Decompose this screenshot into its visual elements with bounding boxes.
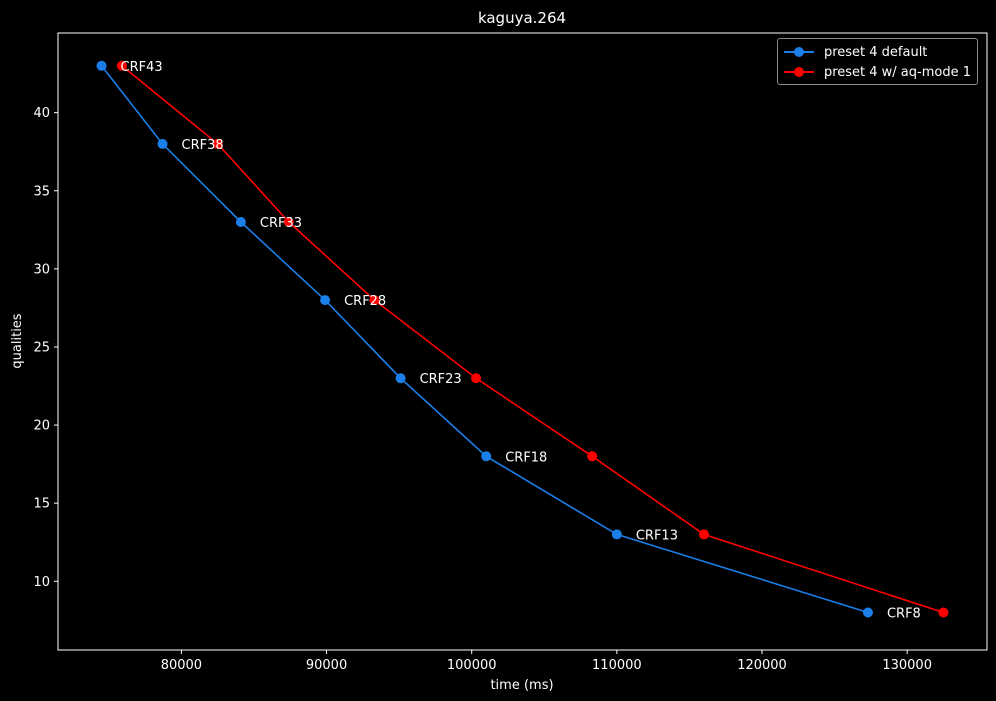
crf-annotation: CRF43 — [121, 60, 163, 75]
crf-annotation: CRF33 — [260, 216, 302, 231]
crf-annotation: CRF8 — [887, 607, 921, 622]
legend-item-default: preset 4 default — [783, 42, 971, 62]
data-point-series-1 — [116, 60, 127, 71]
legend-label-default: preset 4 default — [823, 44, 928, 60]
x-tick-label: 80000 — [161, 658, 202, 673]
data-point-series-1 — [587, 451, 598, 462]
x-tick-label: 120000 — [737, 658, 787, 673]
plot-area: CRF43 CRF38 CRF33 CRF28 CRF23 CRF18 CRF13 CRF8 — [96, 60, 949, 622]
legend-label-aq-mode: preset 4 w/ aq-mode 1 — [823, 64, 971, 80]
axes: 80000 90000 100000 110000 120000 130000 10 15 20… — [33, 106, 932, 673]
plot-frame — [57, 32, 988, 651]
crf-annotation: CRF23 — [420, 372, 462, 387]
y-tick-label: 30 — [33, 262, 50, 277]
data-point-series-0 — [157, 138, 168, 149]
x-tick-label: 90000 — [306, 658, 347, 673]
data-point-series-0 — [320, 295, 331, 306]
crf-annotation: CRF13 — [636, 528, 678, 543]
data-point-series-0 — [235, 217, 246, 228]
data-point-series-1 — [938, 607, 949, 618]
legend-swatch-default — [783, 47, 814, 57]
chart-title: kaguya.264 — [478, 9, 566, 27]
data-point-series-1 — [212, 138, 223, 149]
y-tick-label: 40 — [33, 106, 50, 121]
crf-annotation: CRF38 — [182, 138, 224, 153]
legend-item-aq-mode: preset 4 w/ aq-mode 1 — [783, 62, 971, 82]
y-axis-label: qualities — [10, 313, 25, 368]
x-axis-label: time (ms) — [490, 678, 553, 693]
data-point-series-1 — [369, 295, 380, 306]
legend-swatch-aq-mode — [783, 67, 814, 77]
series-line-0 — [100, 65, 869, 614]
x-tick-label: 130000 — [882, 658, 932, 673]
data-point-series-0 — [395, 373, 406, 384]
y-tick-label: 15 — [33, 497, 50, 512]
data-point-series-0 — [481, 451, 492, 462]
data-point-series-1 — [471, 373, 482, 384]
data-point-series-0 — [611, 529, 622, 540]
y-tick-label: 20 — [33, 419, 50, 434]
y-tick-label: 25 — [33, 340, 50, 355]
series-line-1 — [121, 65, 944, 614]
y-tick-label: 10 — [33, 575, 50, 590]
y-tick-label: 35 — [33, 184, 50, 199]
x-tick-label: 100000 — [447, 658, 497, 673]
crf-annotation: CRF18 — [505, 450, 547, 465]
data-point-series-1 — [283, 217, 294, 228]
data-point-series-1 — [698, 529, 709, 540]
data-point-series-0 — [96, 60, 107, 71]
legend: preset 4 default preset 4 w/ aq-mode 1 — [776, 38, 978, 85]
data-point-series-0 — [862, 607, 873, 618]
x-tick-label: 110000 — [592, 658, 642, 673]
crf-annotation: CRF28 — [344, 294, 386, 309]
